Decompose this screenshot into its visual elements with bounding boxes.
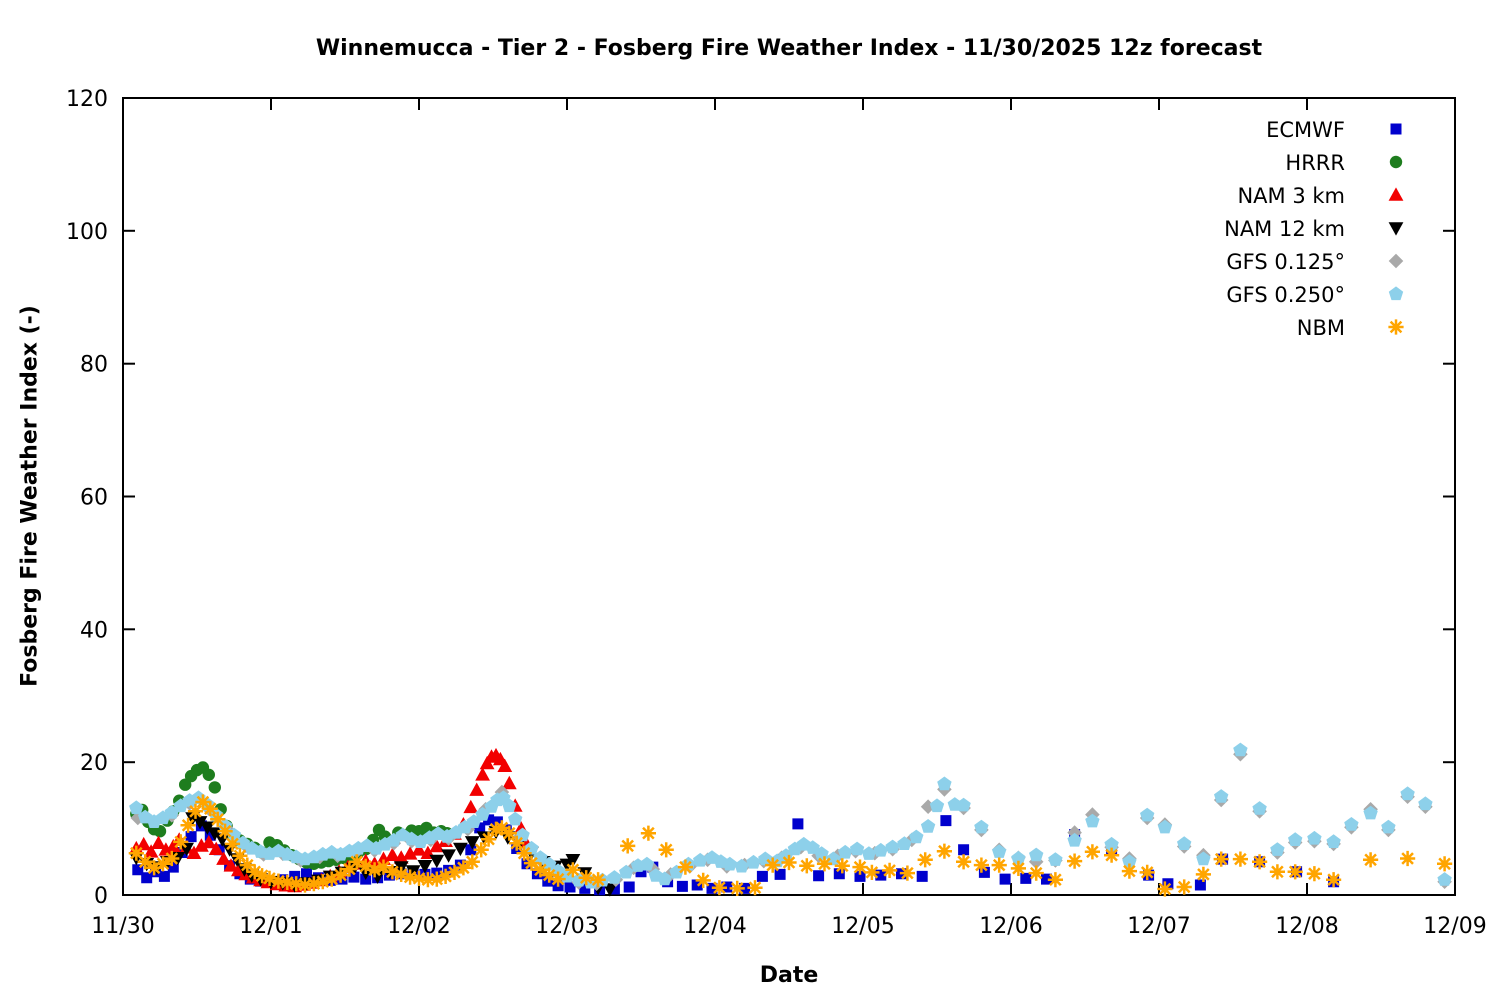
legend-label: ECMWF (1266, 118, 1345, 142)
x-tick-label: 12/02 (387, 914, 450, 939)
legend-marker-icon (1388, 253, 1404, 269)
chart-title: Winnemucca - Tier 2 - Fosberg Fire Weath… (315, 36, 1263, 61)
legend-label: NBM (1297, 316, 1345, 340)
legend-item-ECMWF: ECMWF (1266, 118, 1402, 142)
y-tick-label: 0 (94, 884, 108, 909)
legend-label: GFS 0.125° (1226, 250, 1345, 274)
legend-marker-icon (1388, 222, 1404, 236)
x-tick-label: 12/05 (831, 914, 894, 939)
legend-label: GFS 0.250° (1226, 283, 1345, 307)
x-axis-label: Date (759, 963, 819, 988)
x-tick-label: 12/06 (979, 914, 1042, 939)
series-GFS 0.125° (130, 746, 1452, 891)
tick-labels: 0 20 40 60 80 100 120 11/30 12/01 12/02 12/03 12/04… (66, 87, 1487, 939)
legend-item-NAM 3 km: NAM 3 km (1237, 184, 1404, 208)
legend-item-GFS 0.125°: GFS 0.125° (1226, 250, 1404, 274)
x-tick-label: 11/30 (91, 914, 154, 939)
y-tick-label: 100 (66, 220, 108, 245)
x-tick-label: 12/03 (535, 914, 598, 939)
legend-item-GFS 0.250°: GFS 0.250° (1226, 283, 1404, 307)
y-tick-label: 20 (80, 751, 108, 776)
legend-marker-icon (1388, 187, 1404, 201)
legend-item-HRRR: HRRR (1285, 151, 1403, 175)
x-tick-label: 12/04 (683, 914, 746, 939)
x-tick-label: 12/01 (239, 914, 302, 939)
series-NBM (128, 794, 1453, 897)
legend-label: HRRR (1285, 151, 1345, 175)
legend: ECMWF HRRR NAM 3 km NAM 12 km GFS 0.125° GFS … (1224, 118, 1404, 340)
legend-marker-icon (1388, 319, 1404, 335)
x-tick-label: 12/07 (1127, 914, 1190, 939)
y-tick-label: 60 (80, 486, 108, 511)
legend-label: NAM 3 km (1237, 184, 1345, 208)
legend-marker-icon (1388, 286, 1404, 301)
data-points (128, 794, 1453, 897)
x-tick-label: 12/08 (1275, 914, 1338, 939)
y-tick-label: 80 (80, 353, 108, 378)
y-tick-label: 40 (80, 618, 108, 643)
legend-label: NAM 12 km (1224, 217, 1345, 241)
legend-item-NBM: NBM (1297, 316, 1404, 340)
y-tick-label: 120 (66, 87, 108, 112)
legend-marker-icon (1389, 155, 1403, 169)
legend-item-NAM 12 km: NAM 12 km (1224, 217, 1404, 241)
x-tick-label: 12/09 (1423, 914, 1486, 939)
data-points (130, 746, 1452, 891)
legend-marker-icon (1390, 123, 1402, 135)
